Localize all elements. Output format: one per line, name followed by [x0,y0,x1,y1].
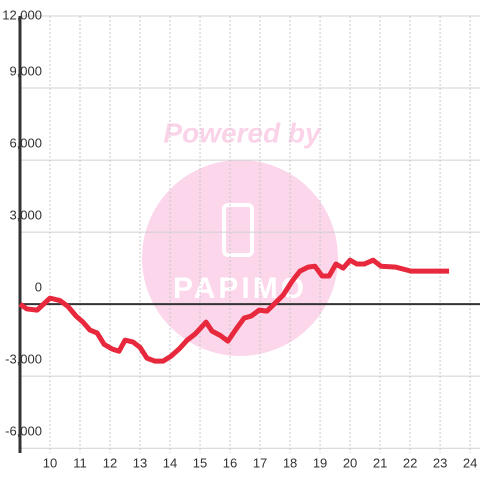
y-tick-label: 9,000 [9,63,42,78]
x-tick-label: 22 [403,455,417,470]
x-tick-label: 12 [103,455,117,470]
watermark-circle [142,160,338,356]
x-tick-label: 14 [163,455,177,470]
y-tick-label: 0 [35,280,42,295]
y-tick-label: 3,000 [9,208,42,223]
x-tick-label: 18 [283,455,297,470]
x-tick-label: 24 [463,455,477,470]
watermark-icon [222,203,254,257]
x-tick-label: 20 [343,455,357,470]
x-tick-label: 21 [373,455,387,470]
y-tick-label: 12,000 [2,7,42,22]
x-tick-label: 13 [133,455,147,470]
y-tick-label: -6,000 [5,424,42,439]
watermark-text: Powered by [163,117,322,148]
x-tick-label: 16 [223,455,237,470]
x-tick-label: 17 [253,455,267,470]
y-tick-label: -3,000 [5,352,42,367]
x-tick-label: 15 [193,455,207,470]
y-tick-label: 6,000 [9,136,42,151]
x-tick-label: 11 [73,455,87,470]
x-tick-label: 23 [433,455,447,470]
x-tick-label: 10 [43,455,57,470]
data-line [18,257,450,364]
x-tick-label: 19 [313,455,327,470]
